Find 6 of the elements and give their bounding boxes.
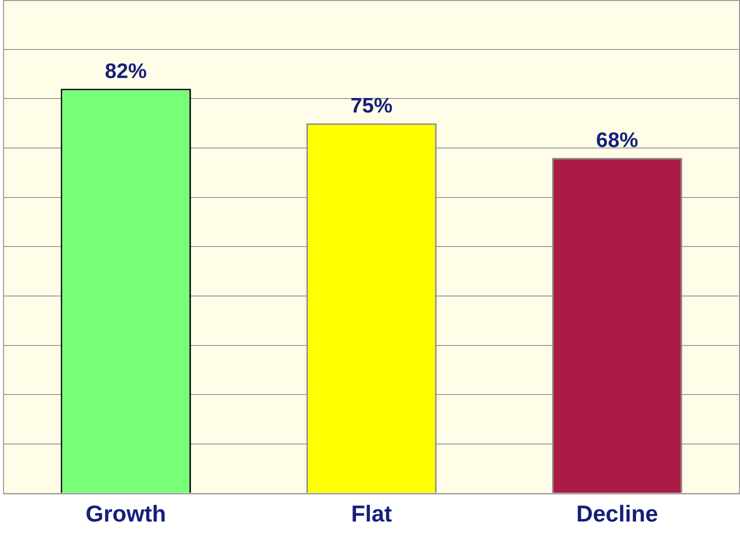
data-label: 75% <box>350 94 393 118</box>
x-tick-label: Flat <box>351 500 392 527</box>
data-label: 82% <box>104 60 148 84</box>
x-tick-label: Decline <box>576 500 658 527</box>
x-tick-label: Growth <box>86 500 166 527</box>
data-label: 68% <box>596 129 639 152</box>
